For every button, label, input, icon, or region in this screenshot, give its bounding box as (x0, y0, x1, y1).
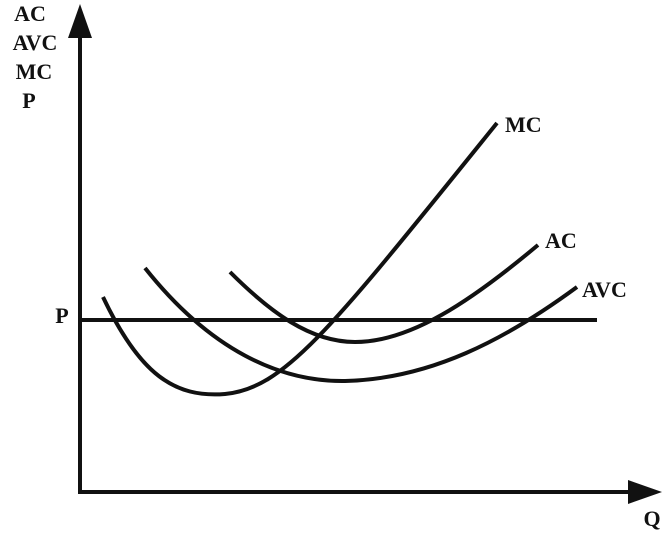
y-axis-label: P (22, 88, 35, 113)
curve-label: AC (545, 228, 577, 253)
y-axis-label: MC (16, 59, 53, 84)
mc-curve (101, 121, 499, 397)
x-axis-label: Q (643, 506, 660, 531)
ac-curve (228, 243, 540, 345)
x-axis-arrow (628, 480, 662, 504)
curve-label: MC (505, 112, 542, 137)
y-axis-label: AC (14, 1, 46, 26)
y-axis-arrow (68, 4, 92, 38)
price-label: P (55, 303, 68, 328)
y-axis-label: AVC (13, 30, 58, 55)
curve-label: AVC (582, 277, 627, 302)
avc-curve (143, 266, 579, 384)
